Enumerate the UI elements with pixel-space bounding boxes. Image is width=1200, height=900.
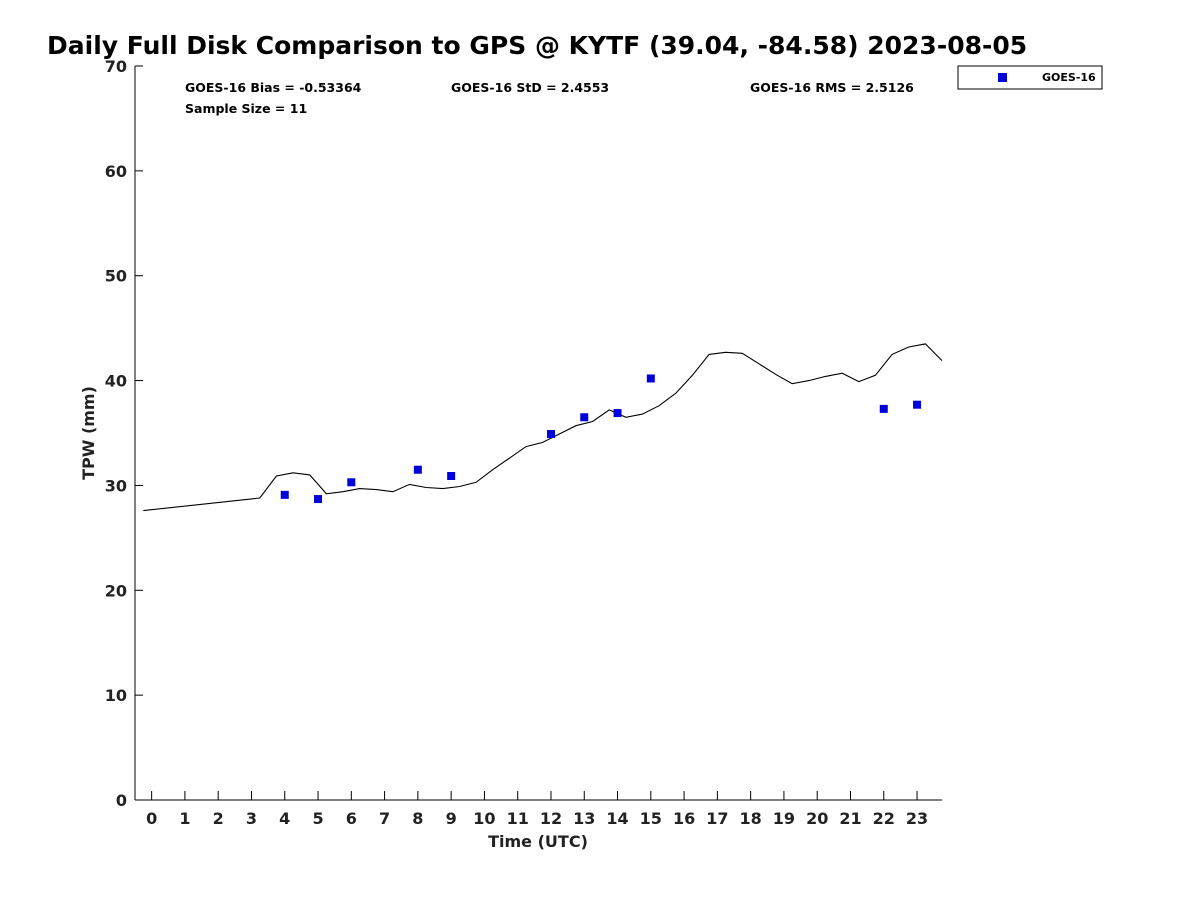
x-tick-label: 12 — [540, 809, 562, 828]
x-tick-label: 13 — [573, 809, 595, 828]
x-tick-label: 16 — [673, 809, 695, 828]
y-tick-label: 0 — [116, 791, 127, 810]
x-tick-label: 21 — [839, 809, 861, 828]
goes-16-point — [646, 374, 655, 383]
x-tick-label: 19 — [773, 809, 795, 828]
y-axis-label: TPW (mm) — [79, 386, 98, 480]
goes-16-point — [879, 404, 888, 413]
chart-title: Daily Full Disk Comparison to GPS @ KYTF… — [47, 31, 1027, 60]
x-tick-label: 8 — [412, 809, 423, 828]
x-tick-label: 15 — [640, 809, 662, 828]
y-tick-label: 60 — [105, 162, 127, 181]
x-ticks: 0 1 2 3 4 5 6 7 8 9 10 11 12 13 14 15 16 17 18 19 20 21 22 23 — [146, 791, 928, 828]
x-tick-label: 0 — [146, 809, 157, 828]
x-tick-label: 1 — [179, 809, 190, 828]
x-axis-label: Time (UTC) — [488, 832, 588, 851]
legend-box — [957, 65, 1103, 90]
x-tick-label: 10 — [473, 809, 495, 828]
y-tick-label: 40 — [105, 372, 127, 391]
series-layer — [143, 343, 943, 512]
stat-std: GOES-16 StD = 2.4553 — [451, 80, 609, 95]
y-tick-label: 20 — [105, 581, 127, 600]
x-tick-label: 9 — [446, 809, 457, 828]
x-tick-label: 4 — [279, 809, 290, 828]
goes-16-point — [546, 430, 555, 439]
legend-marker — [998, 73, 1007, 82]
y-ticks: 0 10 20 30 40 50 60 70 — [105, 57, 143, 810]
x-tick-label: 2 — [213, 809, 224, 828]
x-tick-label: 20 — [806, 809, 828, 828]
legend-label-goes-16: GOES-16 — [1042, 71, 1096, 84]
goes-16-point — [613, 409, 622, 418]
y-tick-label: 10 — [105, 686, 127, 705]
y-tick-label: 50 — [105, 267, 127, 286]
x-tick-label: 14 — [606, 809, 628, 828]
stat-rms: GOES-16 RMS = 2.5126 — [750, 80, 914, 95]
x-tick-label: 22 — [873, 809, 895, 828]
gps-line — [143, 343, 943, 512]
legend: GOES-16 — [957, 65, 1103, 90]
x-tick-label: 6 — [346, 809, 357, 828]
goes-16-point — [913, 400, 922, 409]
goes-16-point — [447, 471, 456, 480]
x-tick-label: 23 — [906, 809, 928, 828]
goes-16-point — [347, 478, 356, 487]
x-tick-label: 3 — [246, 809, 257, 828]
x-tick-label: 17 — [706, 809, 728, 828]
stat-bias: GOES-16 Bias = -0.53364 — [185, 80, 362, 95]
stats-annotations: GOES-16 Bias = -0.53364 GOES-16 StD = 2.… — [185, 80, 914, 116]
x-tick-label: 7 — [379, 809, 390, 828]
goes-16-point — [314, 495, 323, 504]
x-tick-label: 11 — [507, 809, 529, 828]
y-tick-label: 30 — [105, 476, 127, 495]
x-tick-label: 18 — [740, 809, 762, 828]
goes-16-point — [413, 465, 422, 474]
x-tick-label: 5 — [312, 809, 323, 828]
y-tick-label: 70 — [105, 57, 127, 76]
goes-16-point — [580, 413, 589, 422]
goes-16-point — [280, 490, 289, 499]
stat-sample-size: Sample Size = 11 — [185, 101, 307, 116]
